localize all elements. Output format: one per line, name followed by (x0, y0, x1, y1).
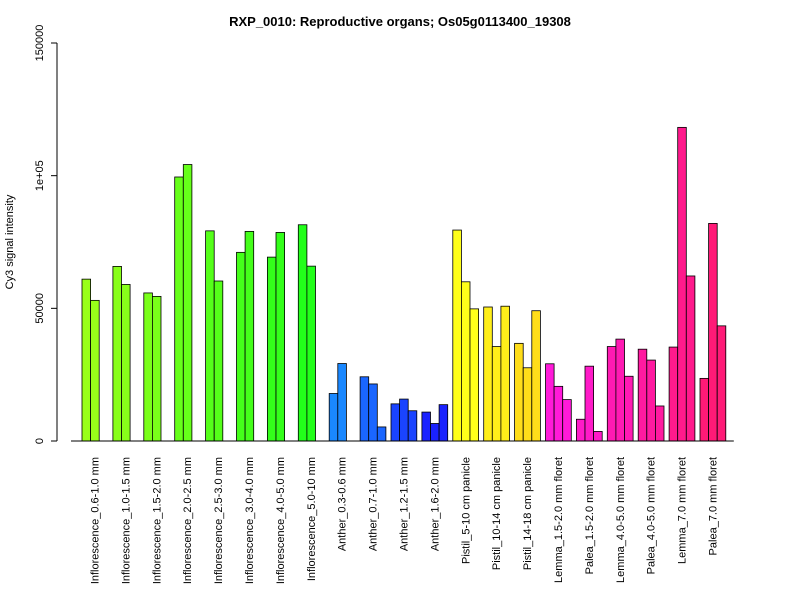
bar (306, 265, 316, 442)
y-tick-label: 0 (34, 438, 46, 444)
bar (562, 399, 572, 442)
bar (368, 383, 378, 442)
bar (452, 229, 462, 442)
y-tick-label: 150000 (34, 25, 46, 62)
bar (213, 280, 224, 442)
bar (81, 278, 92, 442)
bars-layer (81, 126, 727, 442)
x-category-label: Pistil_14-18 cm panicle (522, 457, 534, 570)
bar (685, 275, 696, 442)
x-category-label: Lemma_7.0 mm floret (677, 457, 689, 564)
bar (545, 363, 555, 442)
bar (376, 426, 387, 442)
bar (584, 365, 595, 442)
x-category-label: Palea_7.0 mm floret (708, 457, 720, 555)
bar (483, 306, 493, 442)
bar (266, 256, 277, 442)
x-category-label: Anther_0.7-1.0 mm (368, 457, 380, 551)
bar (121, 284, 131, 442)
bar (421, 411, 431, 442)
bar (716, 325, 727, 442)
bar (531, 310, 541, 442)
bar (606, 346, 617, 442)
bar (236, 251, 246, 442)
bar (668, 346, 679, 442)
bar (390, 403, 401, 442)
y-axis: 0 50000 1e+05 150000 (34, 25, 58, 444)
x-axis-labels: Inflorescence_0.6-1.0 mm Inflorescence_1.… (90, 457, 720, 584)
bar (275, 232, 286, 442)
bar (399, 398, 409, 442)
bar (491, 346, 502, 442)
x-category-label: Anther_1.2-1.5 mm (399, 457, 411, 551)
y-tick-label: 1e+05 (34, 160, 46, 191)
bar (90, 299, 100, 442)
bar (205, 230, 215, 442)
x-category-label: Inflorescence_1.0-1.5 mm (120, 457, 132, 584)
x-category-label: Palea_4.0-5.0 mm floret (646, 457, 658, 574)
bar (699, 377, 710, 442)
x-category-label: Anther_0.3-0.6 mm (337, 457, 349, 551)
chart-title: RXP_0010: Reproductive organs; Os05g0113… (229, 14, 571, 29)
bar (469, 308, 480, 442)
bar (637, 348, 648, 442)
bar (430, 423, 440, 442)
y-tick-label: 50000 (34, 293, 46, 324)
x-category-label: Lemma_4.0-5.0 mm floret (615, 457, 627, 583)
bar (655, 405, 665, 442)
bar (143, 292, 153, 442)
bar (244, 230, 255, 442)
bar (328, 393, 339, 442)
x-category-label: Pistil_5-10 cm panicle (460, 457, 472, 564)
bar (553, 385, 564, 442)
bar (337, 363, 347, 442)
y-axis-title: Cy3 signal intensity (4, 194, 16, 289)
bar (708, 223, 718, 442)
bar (624, 375, 634, 442)
bar (460, 281, 471, 442)
bar (615, 338, 625, 442)
x-category-label: Inflorescence_5.0-10 mm (306, 457, 318, 581)
bar (182, 164, 193, 442)
x-category-label: Inflorescence_1.5-2.0 mm (151, 457, 163, 584)
bar (514, 342, 524, 442)
bar (407, 410, 418, 442)
bar (174, 176, 184, 442)
bar (522, 367, 533, 442)
x-category-label: Palea_1.5-2.0 mm floret (584, 457, 596, 574)
bar (576, 418, 586, 442)
x-category-label: Inflorescence_4.0-5.0 mm (275, 457, 287, 584)
x-category-label: Inflorescence_2.0-2.5 mm (182, 457, 194, 584)
bar (438, 404, 449, 442)
x-category-label: Inflorescence_3.0-4.0 mm (244, 457, 256, 584)
bar (677, 126, 687, 442)
x-category-label: Inflorescence_2.5-3.0 mm (213, 457, 225, 584)
x-category-label: Lemma_1.5-2.0 mm floret (553, 457, 565, 583)
bar (593, 431, 603, 442)
x-category-label: Anther_1.6-2.0 mm (429, 457, 441, 551)
bar (500, 305, 510, 442)
bar (151, 295, 162, 442)
bar (112, 266, 122, 442)
bar (297, 224, 308, 442)
x-category-label: Inflorescence_0.6-1.0 mm (90, 457, 102, 584)
bar (646, 359, 656, 442)
x-category-label: Pistil_10-14 cm panicle (491, 457, 503, 570)
bar (359, 376, 370, 442)
